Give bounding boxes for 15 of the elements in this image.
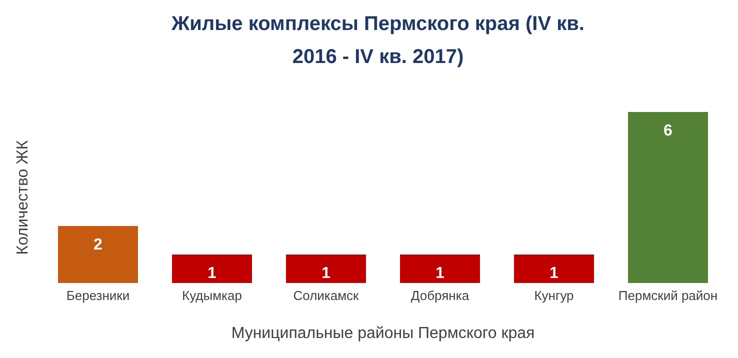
x-tick-label: Соликамск bbox=[293, 288, 360, 304]
data-label: 1 bbox=[208, 264, 217, 282]
x-tick-label: Кунгур bbox=[534, 288, 574, 304]
data-label: 1 bbox=[322, 264, 331, 282]
x-axis-title: Муниципальные районы Пермского края bbox=[231, 325, 535, 342]
data-label: 1 bbox=[436, 264, 445, 282]
data-label: 1 bbox=[550, 264, 559, 282]
x-tick-label: Кудымкар bbox=[182, 288, 242, 304]
data-label: 6 bbox=[664, 122, 673, 140]
data-label: 2 bbox=[94, 236, 103, 254]
x-tick-label: Пермский район bbox=[618, 288, 718, 304]
chart-title: Жилые комплексы Пермского края (IV кв. 2016 - IV кв. 2017) bbox=[170, 12, 586, 70]
x-tick-label: Добрянка bbox=[410, 288, 470, 304]
y-axis-title: Количество ЖК bbox=[14, 140, 32, 255]
x-tick-label: Березники bbox=[66, 288, 130, 304]
